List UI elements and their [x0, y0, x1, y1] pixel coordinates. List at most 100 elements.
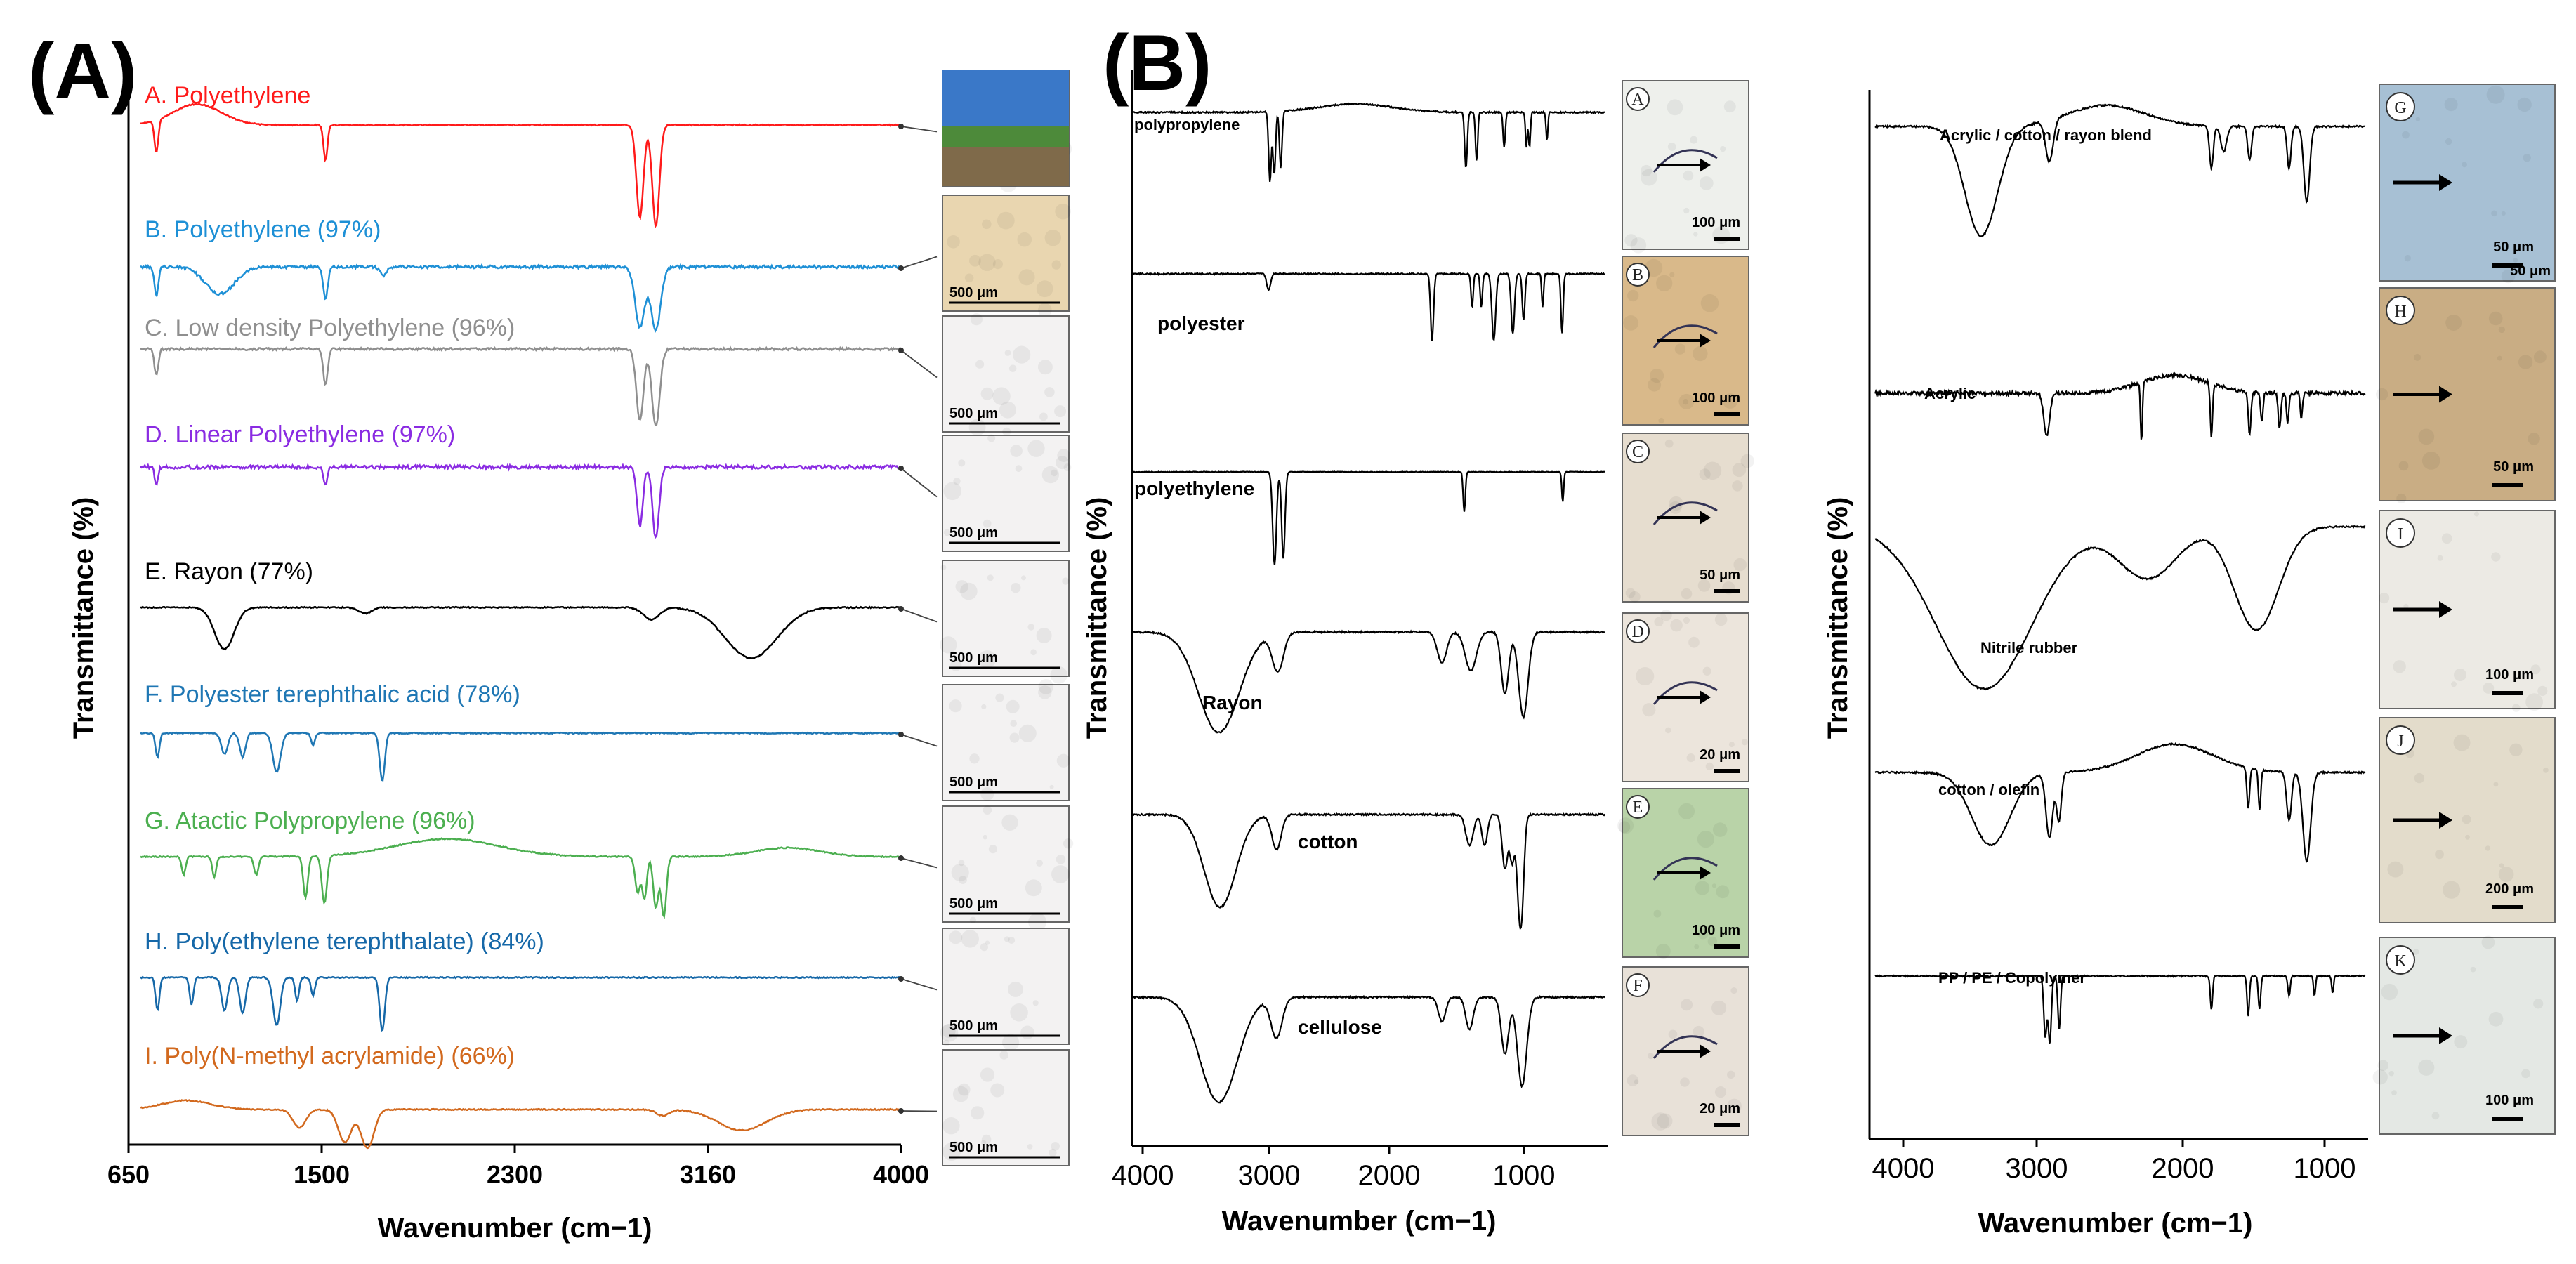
panel-b1-arrow-head [1700, 1044, 1711, 1058]
panel-b1-micrograph-texture-spot [1697, 831, 1714, 848]
panel-b2-tick-label: 3000 [2006, 1153, 2068, 1184]
panel-a-micrograph-texture-spot [952, 1086, 969, 1102]
panel-a-micrograph-texture-spot [1051, 1142, 1060, 1151]
panel-b1-micrograph-texture-spot [1660, 609, 1672, 621]
panel-b2-micrograph-texture-spot [2498, 867, 2514, 882]
panel-a-micrograph-texture-spot [949, 699, 962, 713]
panel-b1-micrograph-texture-spot [1636, 667, 1655, 685]
panel-a-micrograph-texture-spot [980, 387, 994, 400]
panel-a-micrograph-texture-spot [1015, 465, 1023, 473]
panel-b2-micrograph-texture-spot [2533, 999, 2544, 1009]
panel-a-micrograph-texture-spot [969, 254, 981, 267]
panel-b2-micrograph-letter-circle [2386, 725, 2415, 755]
panel-b1-spectrum-polyethylene [1131, 470, 1605, 565]
panel-a-micrograph-texture-spot [953, 478, 961, 485]
panel-b2-micrograph-texture-spot [2488, 311, 2503, 326]
panel-a-micrograph-texture-spot [958, 860, 965, 867]
panel-b2-micrograph-texture-spot [2485, 845, 2491, 851]
panel-b1-micrograph-texture-spot [1654, 617, 1664, 627]
panel-b2-micrograph-texture-spot [2465, 834, 2470, 840]
panel-b2-micrograph-texture-spot [2412, 949, 2419, 955]
panel-b1-micrograph-texture-spot [1683, 617, 1690, 624]
panel-b2-micrograph-texture-spot [2402, 131, 2410, 139]
panel-b1-series-label: polyethylene [1134, 478, 1254, 499]
panel-b2-micrograph-texture-spot [2543, 767, 2549, 773]
panel-a-micrograph-texture-spot [1050, 666, 1068, 684]
panel-a-scale-text: 500 μm [949, 650, 998, 666]
panel-b2-tick-label: 4000 [1872, 1153, 1935, 1184]
panel-b1-micrograph-texture-spot [1683, 207, 1690, 214]
panel-a-micrograph-frame [942, 928, 1070, 1045]
panel-b2-micrograph-texture-spot [2404, 255, 2411, 262]
panel-b1-x-axis-title: Wavenumber (cm−1) [1222, 1206, 1497, 1237]
panel-b2-micrograph-letter-circle [2386, 518, 2415, 548]
panel-a-micrograph-texture-spot [983, 834, 987, 840]
panel-a-micrograph-texture-spot [1002, 1034, 1020, 1051]
panel-a-micrograph-texture-spot [1049, 784, 1054, 789]
panel-a-micrograph-texture-spot [940, 1023, 959, 1042]
panel-a-micrograph-texture-spot [1027, 1144, 1033, 1150]
panel-a-micrograph-texture-spot [1063, 838, 1074, 849]
panel-b1-series-label: cellulose [1298, 1016, 1382, 1038]
panel-b2-micrograph-letter: H [2394, 303, 2406, 321]
panel-b1-micrograph-letter-circle [1626, 973, 1650, 997]
panel-a-micrograph-texture-spot [1051, 865, 1070, 883]
panel-a-micrograph-texture-spot [978, 254, 996, 271]
panel-b2-micrograph-texture-spot [2377, 1060, 2388, 1071]
panel-a-micrograph-texture-spot [970, 313, 983, 326]
panel-a-micrograph-texture-spot [987, 574, 994, 581]
panel-b1-micrograph-texture-spot [1641, 164, 1652, 177]
panel-b1-arrow-head [1700, 690, 1711, 704]
panel-b1-micrograph-texture-spot [1702, 666, 1711, 676]
panel-b2-arrow-head [2439, 1027, 2452, 1044]
panel-b2-micrograph-texture-spot [2379, 593, 2390, 604]
panel-b1-micrograph-texture-spot [1618, 821, 1631, 834]
panel-a-micrograph-texture-spot [1010, 1003, 1028, 1022]
panel-b2-micrograph-texture-spot [2393, 660, 2406, 673]
panel-a-micrograph-texture-spot [999, 401, 1016, 419]
panel-a-micrograph [942, 434, 1072, 552]
panel-a-micrograph-texture-spot [983, 805, 992, 815]
panel-b1-micrograph-texture-spot [1668, 1029, 1678, 1039]
panel-b2-spectrum-pp-pe-copolymer [1874, 974, 2366, 1044]
panel-b2-micrograph-texture-spot [2497, 355, 2502, 361]
panel-b2-micrograph-texture-spot [2396, 493, 2407, 504]
panel-b1-micrograph-texture-spot [1740, 454, 1754, 468]
panel-b2-tick-label: 1000 [2294, 1153, 2356, 1184]
panel-b1-y-axis-title: Transmittance (%) [1082, 497, 1112, 739]
panel-b2-micrograph-texture-spot [2462, 815, 2471, 824]
panel-b1-micrograph-texture-spot [1641, 169, 1657, 186]
panel-b2-micrograph-texture-spot [2388, 1070, 2394, 1077]
panel-b1-micrograph-texture-spot [1655, 944, 1671, 959]
panel-b2-micrograph-texture-spot [2488, 1011, 2504, 1027]
panel-b2-scale-text: 200 μm [2485, 881, 2534, 897]
panel-a-series-label: H. Poly(ethylene terephthalate) (84%) [145, 928, 544, 955]
panel-b2-spectrum-acrylic [1874, 371, 2366, 440]
panel-a-micrograph-texture-spot [997, 211, 1015, 230]
panel-a-micrograph-texture-spot [1057, 449, 1071, 462]
panel-b1-arrow-head [1700, 511, 1711, 525]
panel-b2-micrograph-texture-spot [2414, 772, 2425, 784]
panel-b2-arrow-head [2439, 812, 2452, 829]
panel-a-micrograph-texture-spot [1028, 912, 1047, 931]
panel-b1-micrograph-texture-spot [1670, 619, 1683, 632]
frames-layer [127, 70, 2368, 1154]
panel-a-tick-label: 2300 [487, 1160, 543, 1189]
panel-a-micrograph-texture-spot [1063, 463, 1072, 471]
panel-a-micrograph-texture-spot [1008, 981, 1023, 997]
panel-a-tick-label: 3160 [680, 1160, 736, 1189]
panel-b2-micrograph-texture-spot [2521, 1069, 2530, 1079]
panel-a-micrograph-texture-spot [1038, 685, 1052, 699]
panel-b1-scale-text: 100 μm [1692, 390, 1740, 406]
panel-a-spectrum-d-linear-polyethylene-97 [140, 462, 902, 539]
panel-a-micrograph-texture-spot [947, 235, 960, 249]
panel-b1-arrow-head [1700, 866, 1711, 880]
panel-b2-micrograph-texture-spot [2499, 863, 2504, 868]
panel-a-pointer-line [900, 256, 938, 269]
panel-b2-micrograph-texture-spot [2454, 1035, 2468, 1049]
panel-a-micrograph [942, 313, 1070, 436]
panel-a-y-axis-title: Transmittance (%) [68, 497, 99, 739]
panel-b1-scale-text: 50 μm [1700, 567, 1740, 583]
panel-a-series-label: A. Polyethylene [145, 82, 310, 109]
panel-b1-scale-text: 100 μm [1692, 923, 1740, 938]
